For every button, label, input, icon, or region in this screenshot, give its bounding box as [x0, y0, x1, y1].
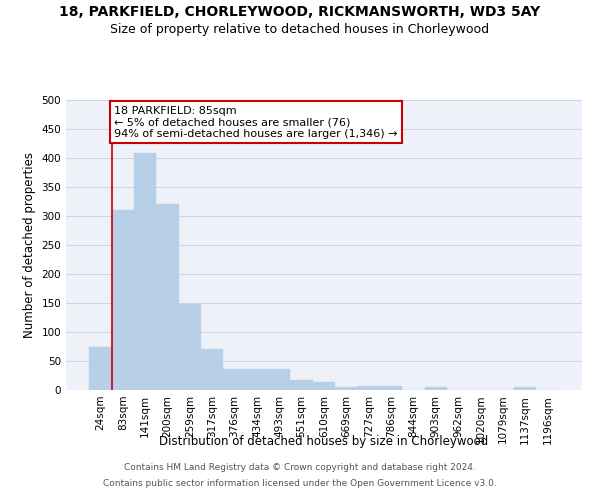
Bar: [514, 387, 536, 390]
Bar: [380, 386, 402, 390]
Bar: [358, 386, 380, 390]
Bar: [335, 387, 358, 390]
Text: Contains HM Land Registry data © Crown copyright and database right 2024.: Contains HM Land Registry data © Crown c…: [124, 464, 476, 472]
Text: 18, PARKFIELD, CHORLEYWOOD, RICKMANSWORTH, WD3 5AY: 18, PARKFIELD, CHORLEYWOOD, RICKMANSWORT…: [59, 5, 541, 19]
Text: Size of property relative to detached houses in Chorleywood: Size of property relative to detached ho…: [110, 22, 490, 36]
Text: Distribution of detached houses by size in Chorleywood: Distribution of detached houses by size …: [160, 435, 488, 448]
Bar: [268, 368, 290, 390]
Y-axis label: Number of detached properties: Number of detached properties: [23, 152, 36, 338]
Text: Contains public sector information licensed under the Open Government Licence v3: Contains public sector information licen…: [103, 478, 497, 488]
Bar: [89, 346, 112, 390]
Bar: [246, 368, 268, 390]
Bar: [201, 350, 223, 390]
Bar: [157, 204, 179, 390]
Bar: [112, 210, 134, 390]
Bar: [290, 380, 313, 390]
Bar: [179, 304, 201, 390]
Bar: [134, 154, 157, 390]
Bar: [223, 368, 246, 390]
Bar: [425, 387, 447, 390]
Bar: [313, 382, 335, 390]
Text: 18 PARKFIELD: 85sqm
← 5% of detached houses are smaller (76)
94% of semi-detache: 18 PARKFIELD: 85sqm ← 5% of detached hou…: [115, 106, 398, 139]
